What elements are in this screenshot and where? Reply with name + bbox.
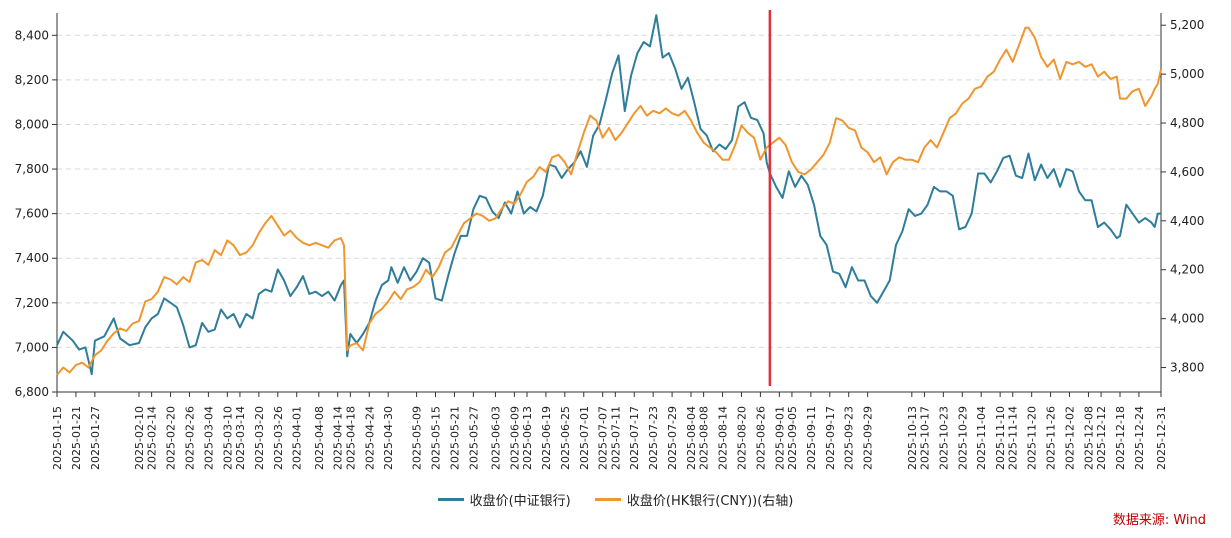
x-tick-label: 2025-04-24 bbox=[363, 406, 376, 470]
x-tick-label: 2025-11-26 bbox=[1045, 406, 1058, 470]
y-left-tick-label: 8,200 bbox=[15, 73, 49, 87]
y-right-tick-label: 3,800 bbox=[1170, 361, 1204, 375]
x-tick-label: 2025-09-05 bbox=[786, 406, 799, 470]
x-tick-label: 2025-09-17 bbox=[824, 406, 837, 470]
x-tick-label: 2025-12-12 bbox=[1095, 406, 1108, 470]
x-tick-label: 2025-10-17 bbox=[918, 406, 931, 470]
x-tick-label: 2025-02-10 bbox=[133, 406, 146, 470]
x-tick-label: 2025-08-08 bbox=[698, 406, 711, 470]
legend-item-series2: 收盘价(HK银行(CNY))(右轴) bbox=[594, 490, 794, 509]
x-tick-label: 2025-01-27 bbox=[89, 406, 102, 470]
x-tick-label: 2025-02-20 bbox=[165, 406, 178, 470]
x-tick-label: 2025-06-13 bbox=[521, 406, 534, 470]
data-source-note: 数据来源: Wind bbox=[1112, 513, 1206, 528]
y-right-tick-label: 4,200 bbox=[1170, 263, 1204, 277]
y-right-tick-label: 5,000 bbox=[1170, 67, 1204, 81]
x-tick-label: 2025-07-23 bbox=[647, 406, 660, 470]
x-tick-label: 2025-04-18 bbox=[344, 406, 357, 470]
x-tick-label: 2025-05-21 bbox=[448, 406, 461, 470]
x-tick-label: 2025-06-25 bbox=[559, 406, 572, 470]
y-left-tick-label: 7,400 bbox=[15, 251, 49, 265]
x-tick-label: 2025-03-20 bbox=[253, 406, 266, 470]
x-tick-label: 2025-12-31 bbox=[1155, 406, 1168, 470]
x-tick-label: 2025-03-10 bbox=[221, 406, 234, 470]
x-tick-label: 2025-05-15 bbox=[430, 406, 443, 470]
x-tick-label: 2025-08-26 bbox=[754, 406, 767, 470]
x-tick-label: 2025-10-23 bbox=[937, 406, 950, 470]
x-tick-label: 2025-11-10 bbox=[994, 406, 1007, 470]
x-tick-label: 2025-01-21 bbox=[70, 406, 83, 470]
x-tick-label: 2025-12-24 bbox=[1133, 406, 1146, 470]
x-tick-label: 2025-07-11 bbox=[609, 406, 622, 470]
x-tick-label: 2025-08-14 bbox=[717, 406, 730, 470]
x-tick-label: 2025-11-04 bbox=[975, 406, 988, 470]
x-tick-label: 2025-02-14 bbox=[146, 406, 159, 470]
x-tick-label: 2025-03-26 bbox=[272, 406, 285, 470]
x-tick-label: 2025-03-14 bbox=[234, 406, 247, 470]
x-tick-label: 2025-05-09 bbox=[411, 406, 424, 470]
y-left-tick-label: 7,600 bbox=[15, 207, 49, 221]
x-tick-label: 2025-09-11 bbox=[805, 406, 818, 470]
x-tick-label: 2025-06-19 bbox=[540, 406, 553, 470]
x-tick-label: 2025-12-08 bbox=[1082, 406, 1095, 470]
x-tick-label: 2025-12-18 bbox=[1114, 406, 1127, 470]
x-tick-label: 2025-04-01 bbox=[291, 406, 304, 470]
x-tick-label: 2025-01-15 bbox=[51, 406, 64, 470]
y-right-tick-label: 4,600 bbox=[1170, 165, 1204, 179]
x-tick-label: 2025-11-20 bbox=[1026, 406, 1039, 470]
y-left-tick-label: 8,000 bbox=[15, 117, 49, 131]
x-tick-label: 2025-07-29 bbox=[666, 406, 679, 470]
x-tick-label: 2025-08-20 bbox=[735, 406, 748, 470]
x-tick-label: 2025-10-13 bbox=[906, 406, 919, 470]
x-tick-label: 2025-11-14 bbox=[1007, 406, 1020, 470]
x-tick-label: 2025-03-04 bbox=[202, 406, 215, 470]
x-tick-label: 2025-02-26 bbox=[183, 406, 196, 470]
x-tick-label: 2025-07-01 bbox=[578, 406, 591, 470]
legend-label-series2: 收盘价(HK银行(CNY))(右轴) bbox=[626, 494, 794, 509]
x-tick-label: 2025-05-27 bbox=[467, 406, 480, 470]
y-right-tick-label: 5,200 bbox=[1170, 18, 1204, 32]
series-line-1 bbox=[56, 14, 1161, 376]
x-tick-label: 2025-07-17 bbox=[628, 406, 641, 470]
y-left-tick-label: 7,000 bbox=[15, 340, 49, 354]
x-tick-label: 2025-09-29 bbox=[862, 406, 875, 470]
x-tick-label: 2025-04-14 bbox=[332, 406, 345, 470]
x-tick-label: 2025-07-07 bbox=[597, 406, 610, 470]
x-tick-label: 2025-06-09 bbox=[508, 406, 521, 470]
x-tick-label: 2025-09-23 bbox=[843, 406, 856, 470]
y-left-tick-label: 8,400 bbox=[15, 28, 49, 42]
x-tick-label: 2025-04-30 bbox=[382, 406, 395, 470]
legend-label-series1: 收盘价(中证银行) bbox=[469, 494, 571, 509]
legend-swatch-series2 bbox=[594, 498, 621, 501]
y-right-tick-label: 4,800 bbox=[1170, 116, 1204, 130]
x-tick-label: 2025-06-03 bbox=[489, 406, 502, 470]
chart-legend: 收盘价(中证银行) 收盘价(HK银行(CNY))(右轴) bbox=[0, 490, 1231, 509]
y-left-tick-label: 6,800 bbox=[15, 385, 49, 399]
x-tick-label: 2025-04-08 bbox=[313, 406, 326, 470]
x-tick-label: 2025-09-01 bbox=[773, 406, 786, 470]
series-line-2 bbox=[56, 26, 1162, 376]
y-left-tick-label: 7,800 bbox=[15, 162, 49, 176]
y-right-tick-label: 4,000 bbox=[1170, 312, 1204, 326]
legend-swatch-series1 bbox=[437, 498, 464, 501]
y-right-tick-label: 4,400 bbox=[1170, 214, 1204, 228]
x-tick-label: 2025-12-02 bbox=[1064, 406, 1077, 470]
legend-item-series1: 收盘价(中证银行) bbox=[437, 490, 571, 509]
x-tick-label: 2025-10-29 bbox=[956, 406, 969, 470]
y-left-tick-label: 7,200 bbox=[15, 296, 49, 310]
x-tick-label: 2025-08-04 bbox=[685, 406, 698, 470]
